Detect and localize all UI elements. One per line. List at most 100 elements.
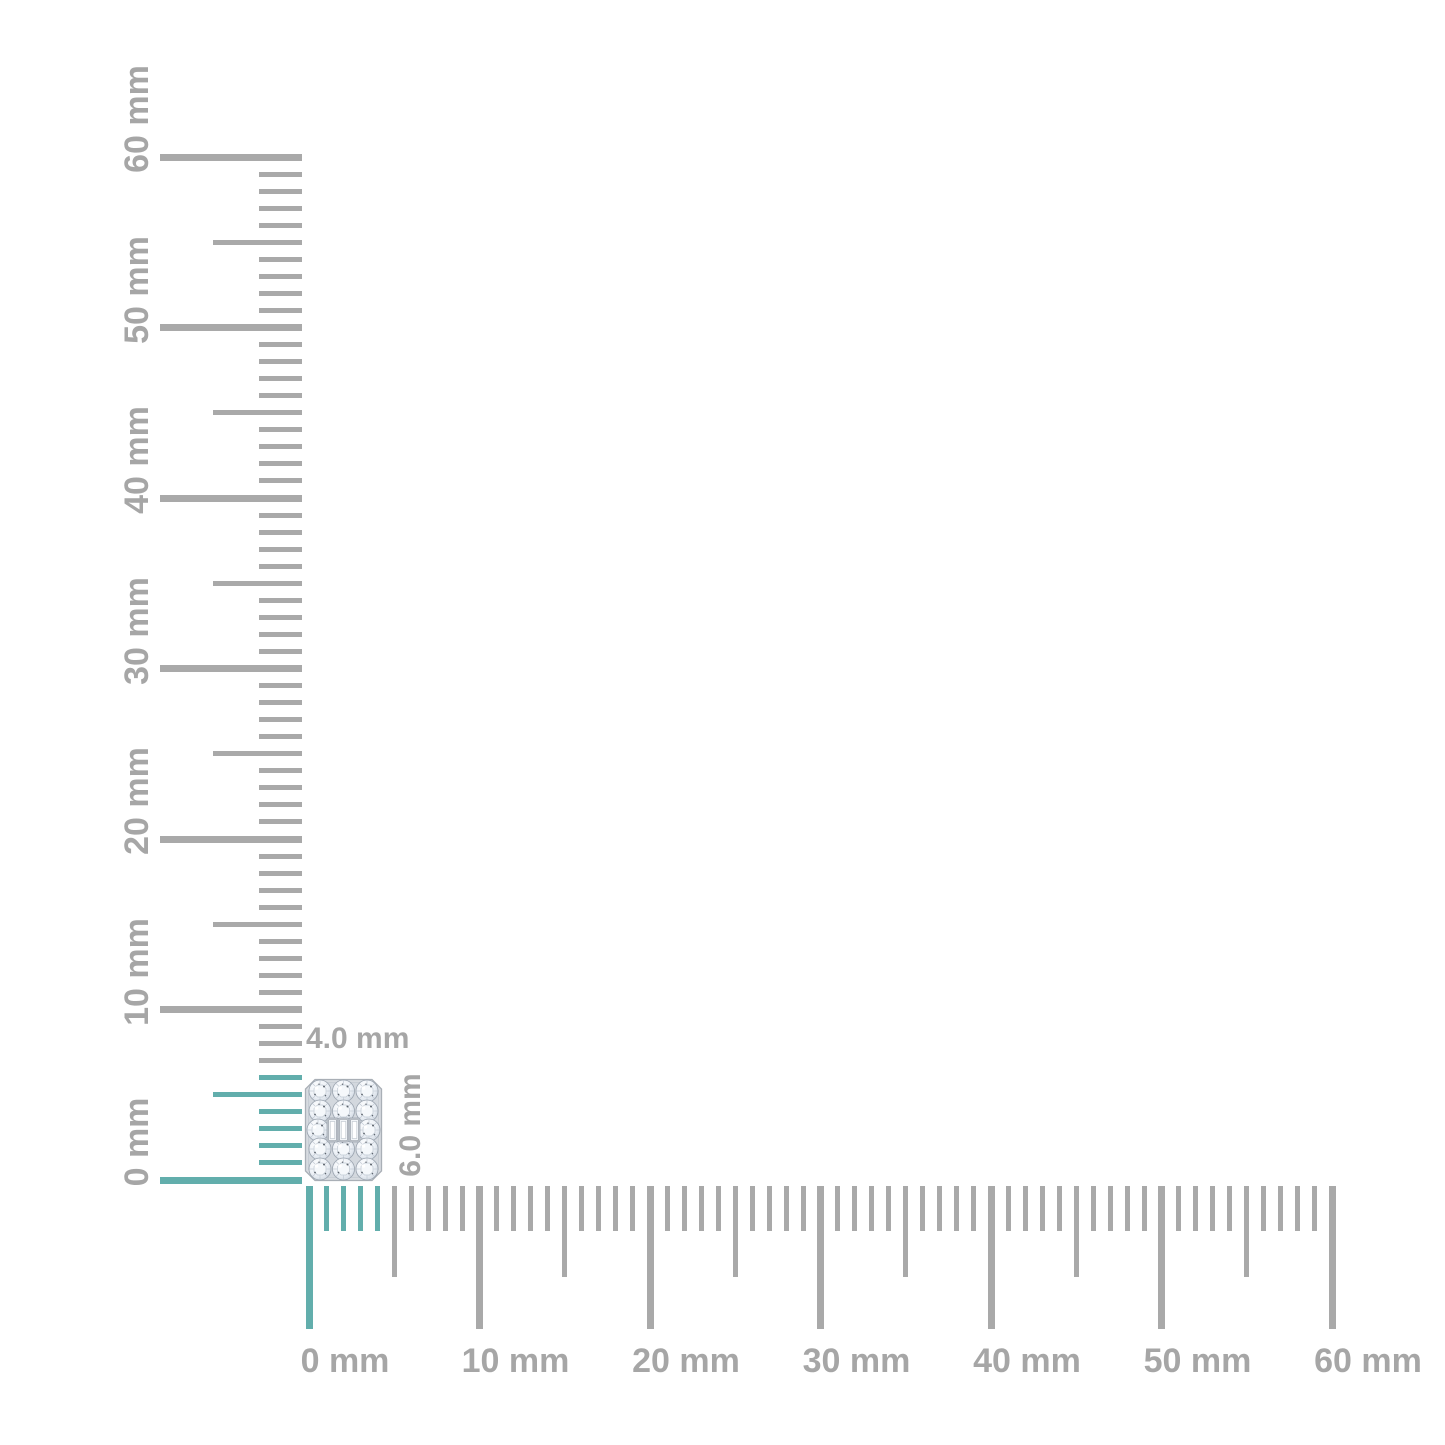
v-tick-43mm [259,444,302,450]
h-tick-16mm [579,1186,585,1231]
h-tick-25mm [732,1186,738,1277]
h-tick-11mm [494,1186,500,1231]
v-tick-56mm [259,222,302,228]
h-ruler-label-10mm: 10 mm [461,1342,570,1380]
v-tick-4mm [259,1109,302,1115]
h-tick-55mm [1244,1186,1250,1277]
h-tick-42mm [1022,1186,1028,1231]
h-tick-0mm [305,1186,313,1329]
h-tick-10mm [476,1186,483,1329]
v-tick-50mm [160,324,302,331]
h-tick-19mm [630,1186,636,1231]
h-tick-43mm [1039,1186,1045,1231]
h-tick-34mm [886,1186,892,1231]
h-tick-30mm [817,1186,824,1329]
v-tick-16mm [259,904,302,910]
h-tick-47mm [1107,1186,1113,1231]
h-tick-21mm [664,1186,670,1231]
v-tick-57mm [259,205,302,211]
v-tick-10mm [160,1006,302,1013]
h-tick-59mm [1312,1186,1318,1231]
v-tick-55mm [213,239,302,245]
h-tick-45mm [1073,1186,1079,1277]
h-tick-56mm [1261,1186,1267,1231]
v-tick-33mm [259,614,302,620]
v-tick-30mm [160,665,302,672]
v-ruler-label-60mm: 60 mm [118,65,156,173]
v-tick-26mm [259,734,302,740]
v-tick-29mm [259,683,302,689]
v-tick-2mm [259,1143,302,1149]
v-tick-48mm [259,359,302,365]
item-width-label: 4.0 mm [306,1022,410,1055]
v-tick-36mm [259,563,302,569]
h-tick-57mm [1278,1186,1284,1231]
v-tick-31mm [259,648,302,654]
h-tick-9mm [459,1186,465,1231]
h-tick-3mm [357,1186,363,1231]
v-tick-17mm [259,887,302,893]
h-tick-29mm [800,1186,806,1231]
h-ruler-label-30mm: 30 mm [802,1342,911,1380]
v-tick-18mm [259,870,302,876]
h-ruler-label-60mm: 60 mm [1314,1342,1422,1380]
v-ruler-label-40mm: 40 mm [118,406,156,514]
h-tick-38mm [954,1186,960,1231]
h-tick-4mm [374,1186,380,1231]
h-tick-15mm [562,1186,568,1277]
v-tick-24mm [259,768,302,774]
v-tick-54mm [259,256,302,262]
v-tick-25mm [213,751,302,757]
baguette-stones [326,1117,361,1143]
h-tick-52mm [1193,1186,1199,1231]
v-tick-19mm [259,853,302,859]
v-tick-59mm [259,171,302,177]
h-tick-1mm [323,1186,329,1231]
v-tick-3mm [259,1126,302,1132]
h-tick-27mm [766,1186,772,1231]
h-tick-32mm [852,1186,858,1231]
h-tick-58mm [1295,1186,1301,1231]
item-height-label: 6.0 mm [394,1073,427,1177]
h-tick-46mm [1090,1186,1096,1231]
h-tick-28mm [783,1186,789,1231]
h-ruler-label-50mm: 50 mm [1143,1342,1252,1380]
v-tick-41mm [259,478,302,484]
v-tick-35mm [213,580,302,586]
h-tick-12mm [511,1186,517,1231]
h-tick-44mm [1056,1186,1062,1231]
v-tick-14mm [259,938,302,944]
h-tick-48mm [1124,1186,1130,1231]
h-tick-2mm [340,1186,346,1231]
h-tick-53mm [1210,1186,1216,1231]
v-tick-11mm [259,989,302,995]
h-tick-14mm [545,1186,551,1231]
v-tick-51mm [259,307,302,313]
v-tick-49mm [259,342,302,348]
v-tick-21mm [259,819,302,825]
v-tick-40mm [160,494,302,502]
v-tick-45mm [213,410,302,416]
v-ruler-label-20mm: 20 mm [118,747,156,855]
h-tick-23mm [698,1186,704,1231]
h-tick-60mm [1328,1186,1336,1329]
h-tick-40mm [987,1186,995,1329]
h-tick-18mm [613,1186,619,1231]
v-tick-37mm [259,546,302,552]
v-tick-22mm [259,802,302,808]
v-tick-42mm [259,461,302,467]
v-tick-47mm [259,376,302,382]
h-tick-49mm [1141,1186,1147,1231]
jewelry-item [304,1078,383,1182]
v-tick-60mm [160,153,302,161]
v-tick-34mm [259,597,302,603]
v-ruler-label-10mm: 10 mm [118,917,156,1026]
h-tick-13mm [528,1186,534,1231]
h-tick-39mm [971,1186,977,1231]
v-tick-38mm [259,529,302,535]
h-tick-51mm [1176,1186,1182,1231]
h-tick-20mm [646,1186,654,1329]
h-tick-36mm [920,1186,926,1231]
v-tick-58mm [259,188,302,194]
